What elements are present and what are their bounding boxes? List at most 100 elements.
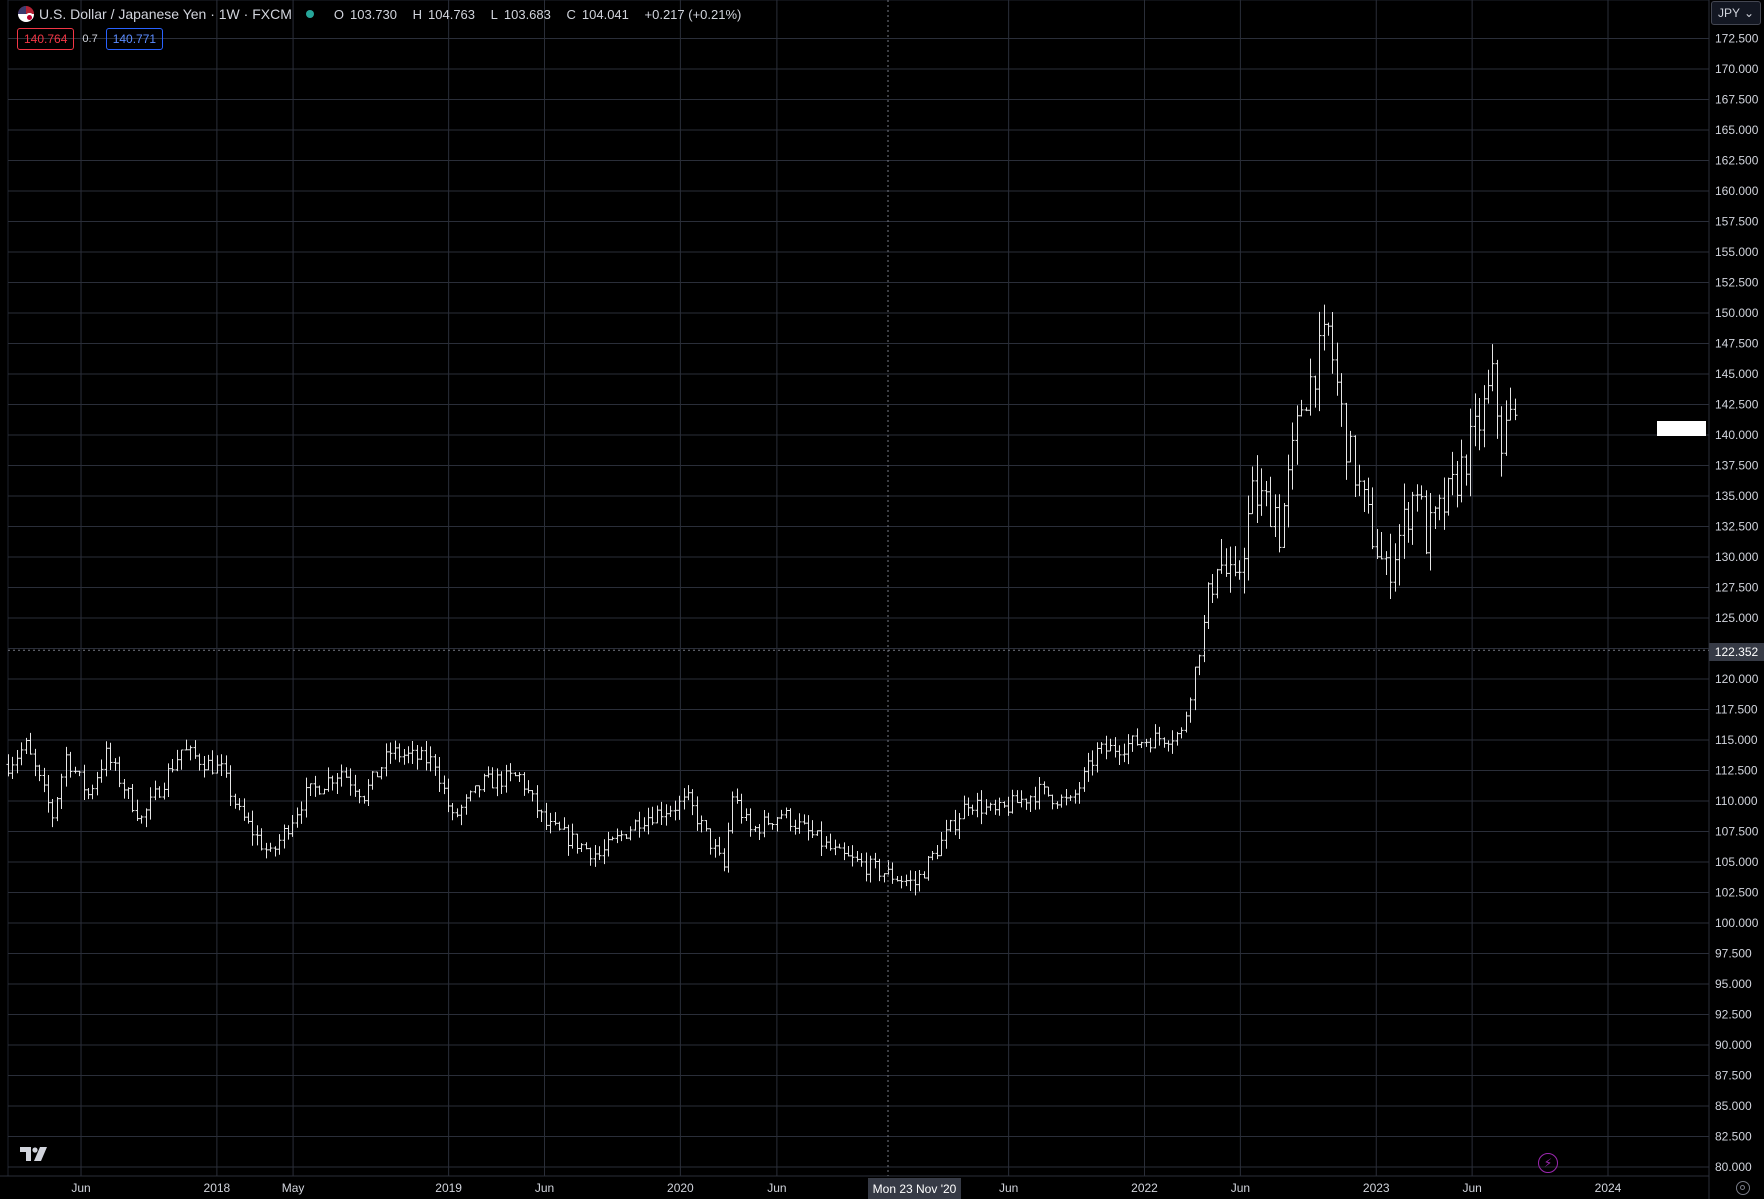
ohlc-bar: [304, 777, 309, 818]
ohlc-bar: [1002, 801, 1007, 808]
ohlc-bar: [1486, 369, 1491, 404]
ohlc-bar: [1397, 524, 1402, 586]
ohlc-bar: [642, 817, 647, 832]
symbol-legend[interactable]: U.S. Dollar / Japanese Yen · 1W · FXCM O…: [18, 4, 747, 24]
ohlc-bar: [1357, 464, 1362, 497]
ohlc-bar: [246, 812, 251, 824]
ohlc-bar: [904, 874, 909, 887]
ohlc-bar: [1490, 344, 1495, 392]
high-value: 104.763: [428, 6, 476, 22]
time-tick-label: May: [282, 1181, 305, 1195]
ohlc-bar: [1024, 798, 1029, 810]
ohlc-bar: [855, 851, 860, 862]
ohlc-bar: [566, 824, 571, 856]
ohlc-bar: [1366, 477, 1371, 514]
ohlc-bar: [628, 826, 633, 841]
ohlc-bar: [33, 748, 38, 777]
price-tick-label: 142.500: [1715, 398, 1759, 412]
time-tick-label: Jun: [1462, 1181, 1481, 1195]
ohlc-bar: [557, 821, 562, 831]
ohlc-bar: [1433, 506, 1438, 530]
settings-icon[interactable]: [1736, 1181, 1750, 1195]
ohlc-bar: [344, 767, 349, 778]
ohlc-bar: [46, 775, 51, 813]
ohlc-bar: [259, 828, 264, 851]
ohlc-bar: [682, 788, 687, 810]
ohlc-bar: [202, 755, 207, 778]
ohlc-bar: [757, 823, 762, 840]
ohlc-bar: [526, 780, 531, 794]
ohlc-bar: [210, 750, 215, 775]
ohlc-bar: [1384, 551, 1389, 575]
ohlc-bar: [148, 787, 153, 820]
crosshair-price-label: 122.352: [1709, 643, 1764, 661]
ohlc-bar: [668, 805, 673, 818]
ohlc-bar: [762, 810, 767, 838]
ohlc-bar: [797, 813, 802, 834]
time-tick-label: 2018: [204, 1181, 231, 1195]
ohlc-bar: [1335, 342, 1340, 396]
price-axis[interactable]: 80.000 82.500 85.000 87.500 90.000 92.500 95.0…: [1715, 32, 1759, 1175]
ohlc-bar: [775, 816, 780, 832]
market-status-icon[interactable]: [305, 10, 314, 18]
ohlc-bar: [548, 812, 553, 834]
ohlc-bar: [1237, 560, 1242, 580]
ohlc-bar: [1028, 795, 1033, 813]
ohlc-bar: [15, 749, 20, 774]
ohlc-bar: [86, 788, 91, 800]
ohlc-bar: [1362, 480, 1367, 512]
ohlc-bar: [966, 797, 971, 816]
ohlc-bar: [1348, 430, 1353, 463]
symbol-title[interactable]: U.S. Dollar / Japanese Yen · 1W · FXCM: [39, 6, 292, 22]
time-tick-label: Jun: [1231, 1181, 1250, 1195]
ohlc-bar: [1050, 794, 1055, 810]
ohlc-bar: [277, 834, 282, 855]
ohlc-bar: [219, 754, 224, 776]
ohlc-bar: [1455, 461, 1460, 508]
chart-grid: [0, 0, 1710, 1199]
ohlc-bar: [930, 850, 935, 861]
ohlc-bar: [708, 828, 713, 855]
ohlc-bar: [530, 790, 535, 802]
ohlc-bar: [1206, 582, 1211, 629]
ohlc-bar: [1126, 734, 1131, 765]
ohlc-bar: [1153, 724, 1158, 749]
ohlc-bar: [1233, 546, 1238, 577]
ohlc-bar: [610, 836, 615, 841]
ohlc-bar: [1202, 614, 1207, 663]
ohlc-bar: [1290, 422, 1295, 490]
ohlc-bar: [655, 805, 660, 824]
ohlc-bar: [637, 811, 642, 838]
ohlc-bar: [1224, 548, 1229, 577]
ohlc-bar: [1095, 742, 1100, 773]
ohlc-bar: [1099, 742, 1104, 754]
buy-button[interactable]: 140.771: [105, 28, 164, 50]
sell-button[interactable]: 140.764: [17, 28, 75, 50]
tradingview-logo-icon[interactable]: [20, 1145, 52, 1163]
ohlc-bar: [1339, 373, 1344, 427]
ohlc-bar: [722, 848, 727, 872]
ohlc-bar: [55, 796, 60, 822]
ohlc-bar: [846, 845, 851, 857]
ohlc-bar: [1037, 777, 1042, 810]
ohlc-bar: [713, 838, 718, 858]
ohlc-bar: [877, 858, 882, 882]
currency-selector[interactable]: JPY ⌄: [1711, 1, 1761, 25]
time-axis[interactable]: Jun 2018 May 2019 Jun 2020 Jun Jun 2022 Jun 2023 Ju…: [71, 1181, 1621, 1195]
ohlc-bar: [993, 799, 998, 815]
ohlc-bar: [1104, 735, 1109, 760]
ohlc-bar: [446, 778, 451, 813]
quote-panel: 140.764 0.7 140.771: [17, 28, 164, 50]
open-value: 103.730: [350, 6, 397, 22]
ohlc-bar: [1015, 790, 1020, 804]
lightning-icon[interactable]: ⚡: [1538, 1153, 1558, 1173]
ohlc-bar: [419, 746, 424, 761]
time-tick-label: Jun: [999, 1181, 1018, 1195]
ohlc-bar: [953, 809, 958, 836]
ohlc-bar: [1117, 745, 1122, 766]
ohlc-bar: [326, 767, 331, 792]
ohlc-bar: [1344, 402, 1349, 480]
ohlc-bar: [584, 842, 589, 850]
ohlc-bar: [1175, 731, 1180, 746]
